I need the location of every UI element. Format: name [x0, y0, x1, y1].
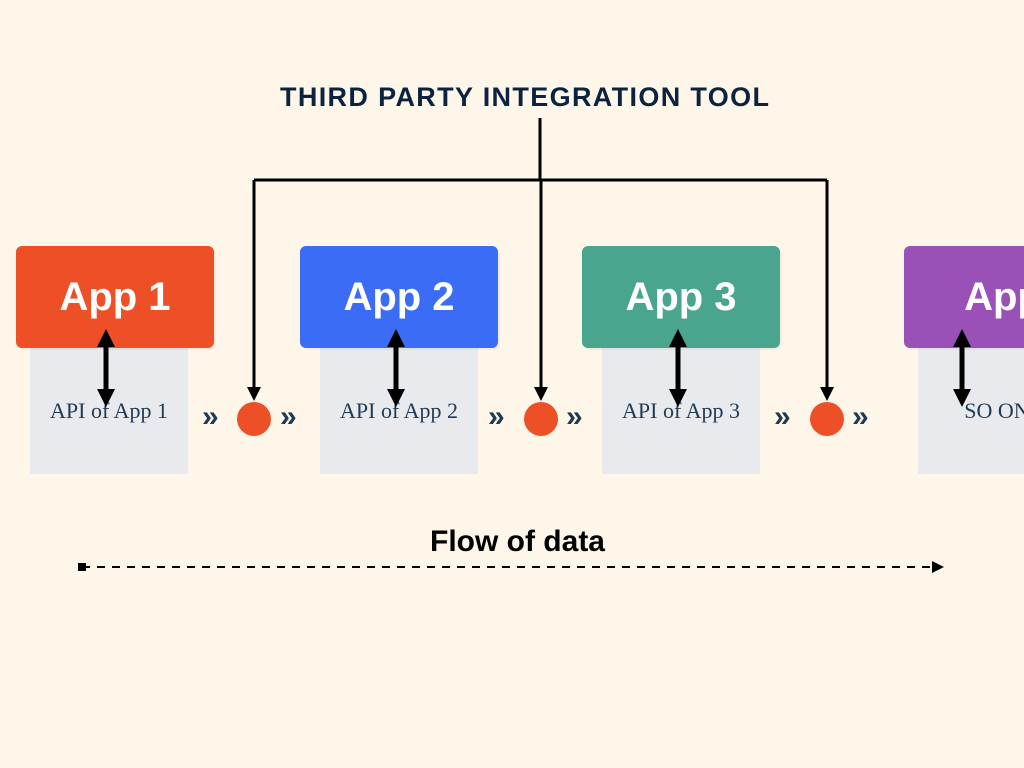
api-box: API of App 2: [320, 348, 478, 474]
api-box-label: API of App 1: [50, 396, 168, 427]
api-box-label: SO ON: [964, 396, 1024, 427]
chevron-right-icon: »: [488, 400, 499, 434]
chevron-right-icon: »: [202, 400, 213, 434]
chevron-right-icon: »: [774, 400, 785, 434]
connector-dot: [524, 402, 558, 436]
connector-dot: [237, 402, 271, 436]
chevron-right-icon: »: [852, 400, 863, 434]
api-box-label: API of App 3: [622, 396, 740, 427]
app-box: App 2: [300, 246, 498, 348]
api-box: SO ON: [918, 348, 1024, 474]
connector-dot: [810, 402, 844, 436]
app-box-label: App 3: [625, 275, 736, 320]
flow-of-data-label: Flow of data: [430, 525, 605, 559]
api-box-label: API of App 2: [340, 396, 458, 427]
page-title: THIRD PARTY INTEGRATION TOOL: [280, 82, 770, 113]
chevron-right-icon: »: [566, 400, 577, 434]
api-box: API of App 3: [602, 348, 760, 474]
app-box: App 1: [16, 246, 214, 348]
app-box-label: App: [964, 275, 1024, 320]
diagram-stage: THIRD PARTY INTEGRATION TOOL API of App 1…: [0, 0, 1024, 768]
app-box: App 3: [582, 246, 780, 348]
app-box-label: App 1: [59, 275, 170, 320]
chevron-right-icon: »: [280, 400, 291, 434]
app-box-label: App 2: [343, 275, 454, 320]
api-box: API of App 1: [30, 348, 188, 474]
app-box: App: [904, 246, 1024, 348]
